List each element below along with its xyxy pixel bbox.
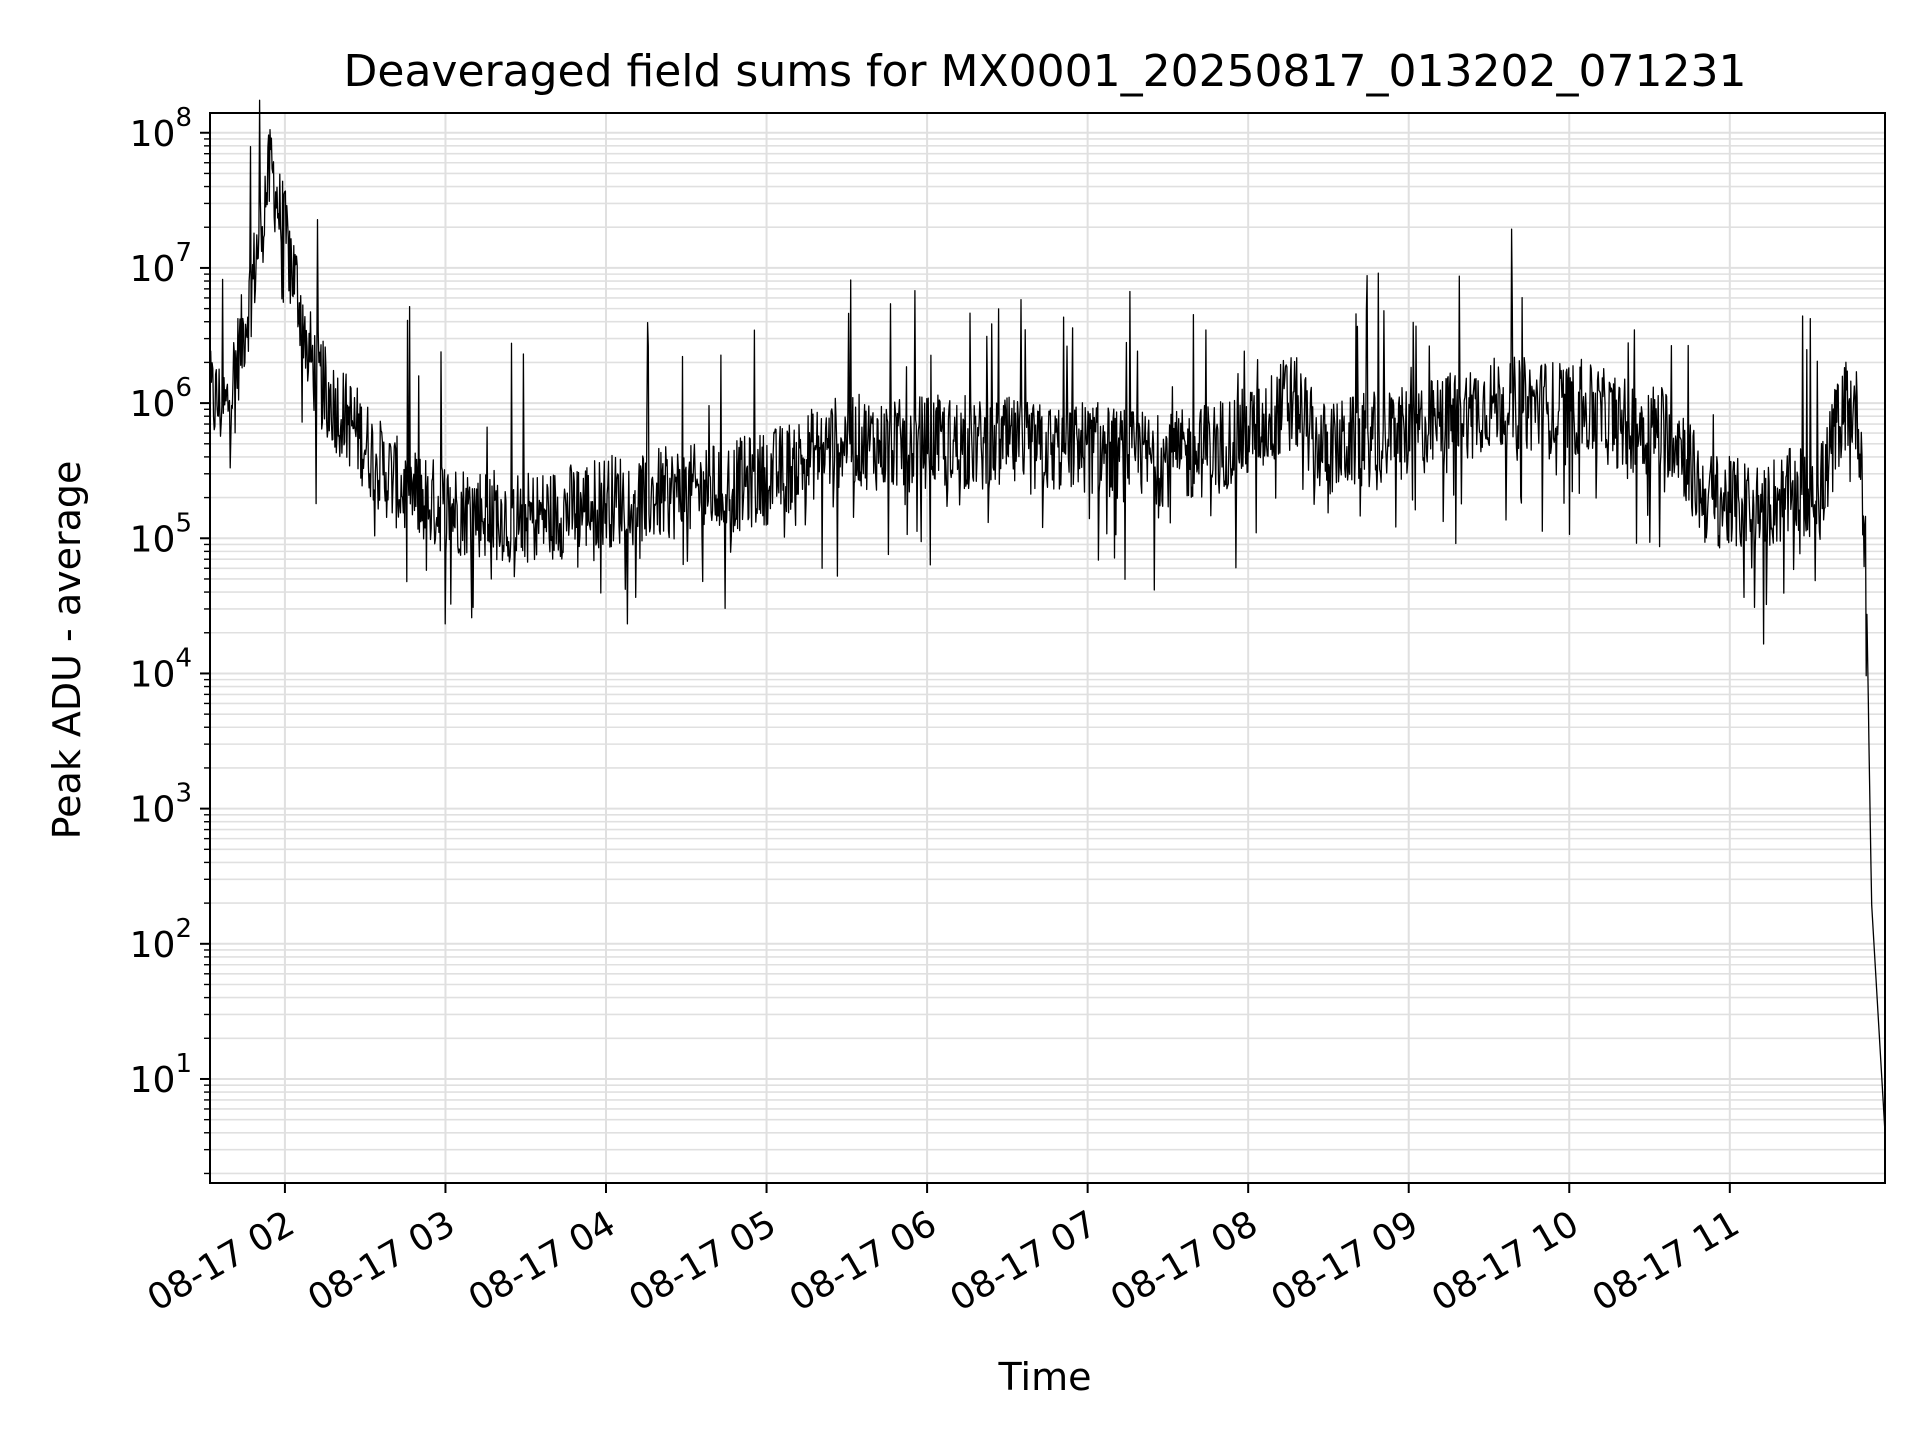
- y-tick-base: 10: [130, 790, 176, 831]
- y-tick-label: 101: [130, 1049, 192, 1101]
- y-tick-label: 108: [130, 103, 192, 155]
- grid-layer: [210, 113, 1885, 1183]
- y-tick-exponent: 3: [175, 779, 192, 809]
- y-tick-label: 107: [130, 238, 192, 290]
- y-tick-exponent: 6: [175, 373, 192, 403]
- y-tick-exponent: 4: [175, 643, 192, 673]
- axes-frame: [209, 112, 1886, 1184]
- y-tick-exponent: 5: [175, 508, 192, 538]
- y-tick-exponent: 7: [175, 238, 192, 268]
- y-tick-label: 105: [130, 508, 192, 560]
- y-axis-label: Peak ADU - average: [45, 461, 89, 840]
- data-layer: [209, 99, 1886, 1133]
- chart-title: Deaveraged field sums for MX0001_2025081…: [344, 46, 1747, 97]
- series-line: [209, 99, 1886, 1133]
- y-tick-base: 10: [130, 114, 176, 155]
- y-tick-exponent: 1: [175, 1049, 192, 1079]
- y-tick-base: 10: [130, 519, 176, 560]
- x-axis-label: Time: [998, 1355, 1092, 1399]
- y-tick-label: 104: [130, 643, 192, 695]
- y-tick-base: 10: [130, 249, 176, 290]
- y-tick-label: 103: [130, 779, 192, 831]
- y-tick-base: 10: [130, 654, 176, 695]
- y-tick-label: 106: [130, 373, 192, 425]
- y-tick-exponent: 2: [175, 914, 192, 944]
- y-tick-base: 10: [130, 384, 176, 425]
- y-tick-base: 10: [130, 925, 176, 966]
- y-tick-base: 10: [130, 1060, 176, 1101]
- y-tick-exponent: 8: [175, 103, 192, 133]
- y-tick-label: 102: [130, 914, 192, 966]
